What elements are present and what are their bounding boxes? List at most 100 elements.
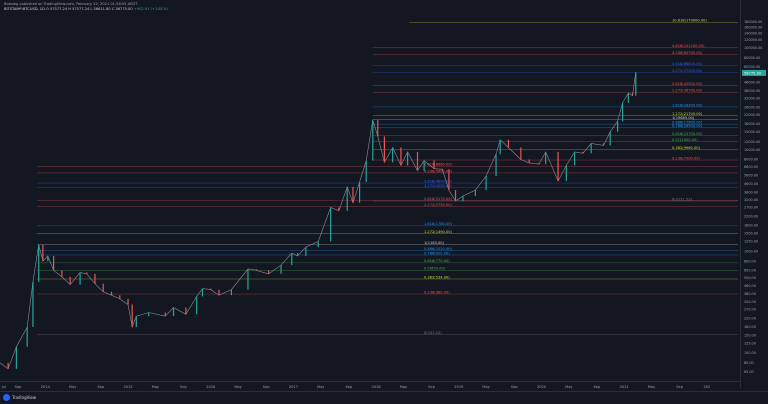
price-candle [86,272,88,274]
price-tick-label: 140000.00 [744,31,762,35]
price-candle [400,147,402,166]
time-tick-label: Sep [180,385,187,389]
time-tick-label: 2014 [41,385,51,389]
fib-level-label: 3.272(4250.00) [424,184,453,188]
fib-level-label: 1.272(1490.00) [424,230,453,234]
price-candle [352,186,354,203]
time-tick-label: May [152,385,160,389]
price-candle [53,255,55,271]
price-candle [485,176,487,191]
time-tick-label: May [317,385,325,389]
price-candle [201,288,204,297]
price-tick-label: 160000.00 [744,25,762,29]
time-tick-label: 2019 [454,385,464,389]
ohlc-values: O 57577.24 H 57577.24 L 56611.80 C 56775… [46,7,133,11]
fib-level-label: 1(1163.00) [424,241,445,245]
price-tick-label: 15000.00 [744,130,760,134]
fib-level-label: 4.618(6860.00) [424,163,453,167]
price-tick-label: 26000.00 [744,106,760,110]
fib-extension-layer: 4.618(6860.00) 4.236(5900.00) 3.618(4690.0… [37,19,738,335]
fib-level-label: 0.236(380.00) [424,290,450,294]
price-candle [454,190,457,202]
fib-level-label: 3.618(66800.00) [672,62,703,66]
price-tick-label: 8000.00 [744,158,758,162]
price-tick-label: 100000.00 [744,46,762,50]
price-tick-label: 80.00 [744,361,754,365]
price-candle [38,244,40,282]
price-candle [574,151,576,166]
price-candle [280,265,282,274]
fib-level-label: 1.618(26300.00) [672,103,703,107]
time-axis[interactable] [0,381,740,392]
price-line [0,72,637,370]
price-candle [520,147,522,160]
price-candle [135,316,137,328]
price-candle [102,283,104,292]
tradingview-logo[interactable]: TradingView [3,394,36,401]
fib-level-label: 0.786(920.00) [424,251,450,255]
fib-level-label: 2.618(3170.00) [424,197,453,201]
price-candle [602,143,605,146]
price-candle [7,362,9,369]
price-candle [621,102,624,122]
price-candle [609,131,611,146]
symbol-label[interactable]: BITSTAMP:BTCUSD, 1D [4,7,45,11]
price-tick-label: 180000.00 [744,20,762,24]
price-candle [127,298,129,305]
price-tick-label: 4600.00 [744,182,758,186]
price-candle [423,160,425,171]
fib-level-label: 0.5(12000.00) [672,138,698,142]
time-tick-label: May [400,385,408,389]
price-candle [416,151,419,171]
time-tick-label: Sep [263,385,270,389]
fib-level-label: 4.618(101200.00) [672,44,705,48]
time-tick-label: May [648,385,656,389]
price-tick-label: 3200.00 [744,198,758,202]
last-price-label: 56775.00 [744,71,762,75]
price-tick-label: 32000.00 [744,96,760,100]
fib-level-label: 1(19665.00) [672,116,695,120]
time-tick-label: 202 [703,385,710,389]
price-axis[interactable] [740,0,768,388]
price-candle [230,289,233,296]
price-tick-label: 550.00 [744,276,756,280]
time-tick-label: 2016 [206,385,216,389]
price-tick-label: 460.00 [744,284,756,288]
price-candle [131,304,133,328]
fib-level-label: 3.618(4690.00) [424,179,453,183]
price-candle [377,119,379,137]
time-tick-label: Sep [15,385,22,389]
fib-level-label: 0.786(16500.00) [672,124,703,128]
price-candle [462,195,464,202]
price-tick-label: 120000.00 [744,38,762,42]
price-candle [255,268,257,271]
price-candle [26,327,28,347]
fib-level-label: 4.236(85700.00) [672,51,703,55]
price-candle [110,291,113,296]
time-tick-label: Sep [511,385,518,389]
fib-level-label: 1.272(21700.00) [672,112,703,116]
time-tick-label: May [234,385,242,389]
time-tick-label: May [69,385,77,389]
price-tick-label: 10000.00 [744,148,760,152]
price-candle [358,182,361,203]
price-tick-label: 270.00 [744,307,756,311]
price-candle [47,255,49,262]
price-candle [196,296,198,315]
price-series-layer [0,72,637,370]
price-tick-label: 38000.00 [744,89,760,93]
price-candle [15,346,18,369]
fib-level-label: 4.236(5900.00) [424,169,453,173]
price-candle [164,312,166,317]
time-tick-label: Sep [97,385,104,389]
price-candle [448,169,450,191]
price-candle [590,143,592,154]
price-candle [433,160,435,169]
price-candle [474,190,476,196]
price-candle [392,147,394,163]
fib-level-label: 2.272(36700.00) [672,89,703,93]
price-candle [42,244,44,262]
price-candle [499,139,501,155]
price-candle [185,307,187,315]
